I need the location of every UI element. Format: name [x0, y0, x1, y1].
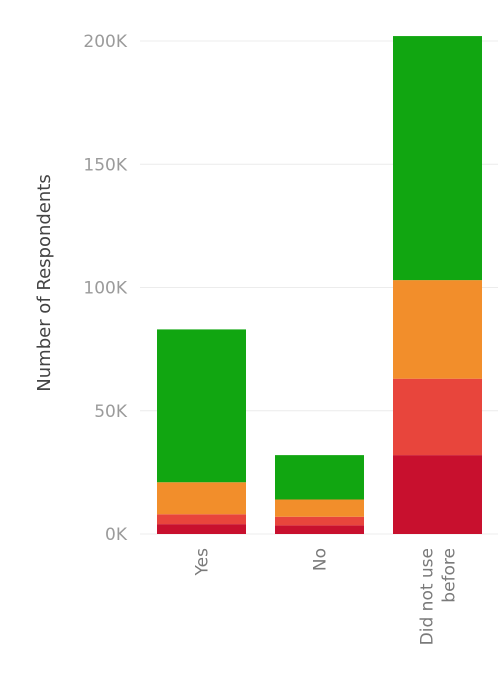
bar-segment	[157, 482, 246, 515]
x-category-label: Yes	[193, 548, 213, 577]
y-tick-label: 150K	[83, 155, 127, 175]
x-category-label: before	[440, 548, 460, 603]
y-axis-title: Number of Respondents	[34, 174, 55, 391]
bar-segment	[157, 329, 246, 483]
y-tick-label: 200K	[83, 32, 127, 52]
x-axis-categories: Yes No Did not use before	[193, 548, 460, 645]
x-category-label: No	[311, 548, 331, 571]
bar-segment	[275, 455, 364, 500]
bars	[157, 36, 482, 534]
bar-segment	[275, 499, 364, 517]
bar-segment	[393, 280, 482, 379]
bar-segment	[393, 36, 482, 281]
bar-segment	[393, 378, 482, 456]
bar-segment	[157, 514, 246, 525]
bar-segment	[275, 525, 364, 534]
x-category-label: Did not use	[418, 548, 438, 645]
bar-segment	[275, 516, 364, 526]
y-tick-label: 0K	[105, 525, 128, 545]
y-tick-label: 50K	[94, 402, 128, 422]
bar-segment	[157, 524, 246, 534]
y-tick-label: 100K	[83, 279, 127, 299]
bar-segment	[393, 455, 482, 534]
y-axis-ticks: 0K 50K 100K 150K 200K	[83, 32, 127, 545]
